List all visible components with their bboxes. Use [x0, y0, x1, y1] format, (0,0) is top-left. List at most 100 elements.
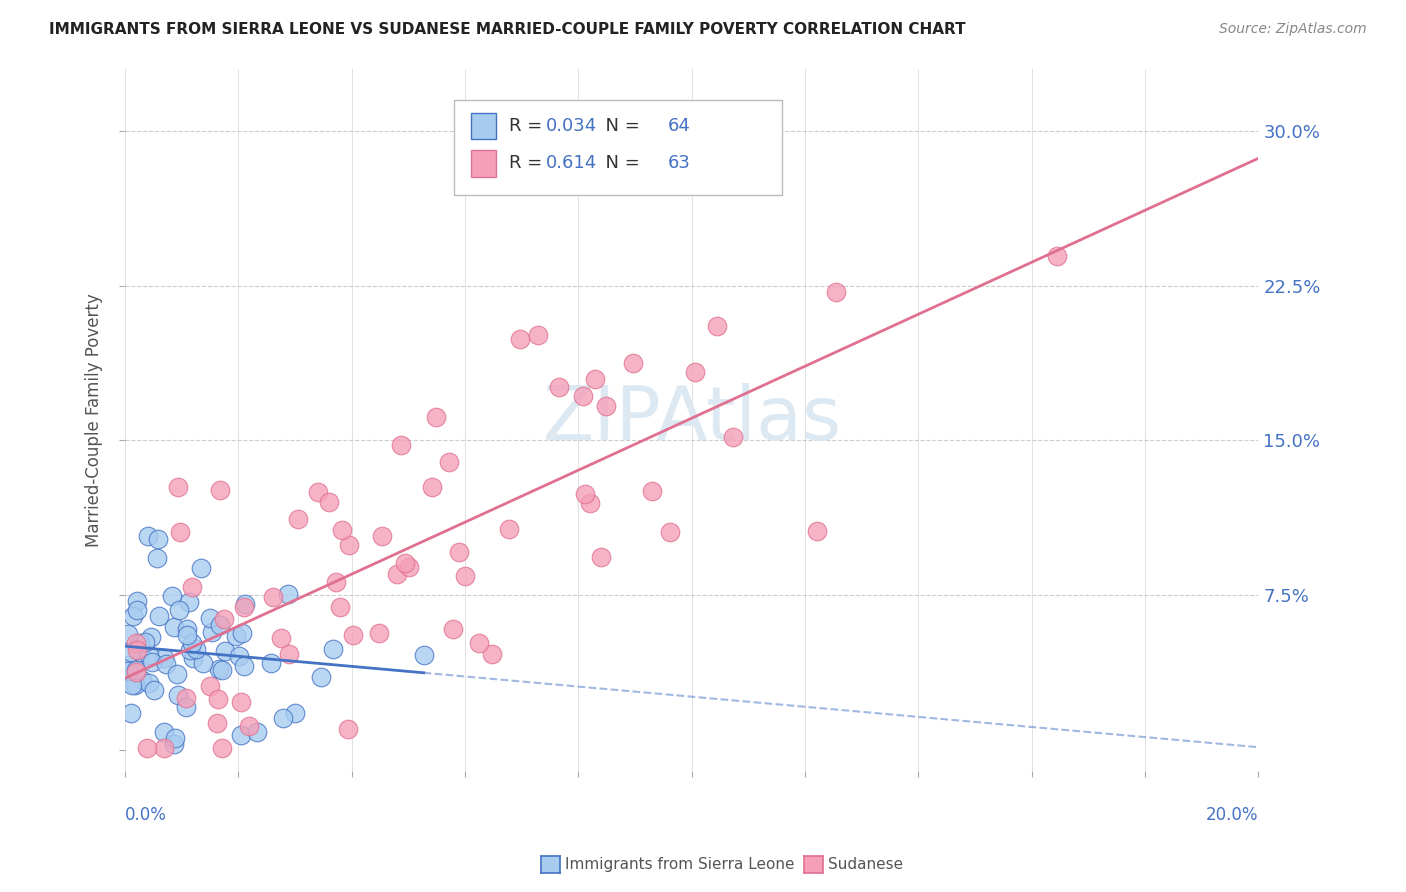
Point: [721, 430, 744, 444]
Point: [233, 600, 256, 615]
Point: [120, 644, 142, 658]
Point: [591, 550, 613, 565]
Text: Immigrants from Sierra Leone: Immigrants from Sierra Leone: [565, 857, 794, 871]
Point: [595, 399, 617, 413]
Point: [277, 647, 299, 661]
Point: [412, 648, 434, 663]
Point: [231, 728, 253, 742]
Point: [181, 580, 204, 594]
Point: [806, 524, 828, 538]
Point: [208, 662, 231, 676]
Point: [270, 631, 292, 645]
Text: N =: N =: [595, 117, 645, 135]
Point: [211, 664, 233, 678]
Point: [449, 545, 471, 559]
Point: [163, 620, 186, 634]
Point: [179, 643, 201, 657]
Point: [166, 480, 188, 494]
Point: [273, 711, 295, 725]
Text: R =: R =: [509, 154, 548, 172]
Point: [134, 635, 156, 649]
Point: [287, 512, 309, 526]
Point: [441, 622, 464, 636]
Point: [125, 642, 148, 657]
Point: [198, 680, 221, 694]
Point: [135, 741, 157, 756]
Point: [318, 494, 340, 508]
Point: [146, 532, 169, 546]
Point: [246, 725, 269, 739]
Point: [621, 356, 644, 370]
Point: [325, 575, 347, 590]
Point: [129, 636, 152, 650]
Text: 63: 63: [668, 154, 690, 172]
Point: [125, 665, 148, 680]
Point: [120, 706, 142, 721]
Point: [163, 731, 186, 746]
Point: [385, 567, 408, 582]
Point: [329, 599, 352, 614]
Point: [176, 628, 198, 642]
Point: [125, 636, 148, 650]
Point: [143, 683, 166, 698]
Point: [205, 715, 228, 730]
Point: [117, 658, 139, 673]
Text: 64: 64: [668, 117, 690, 135]
Point: [425, 409, 447, 424]
Point: [201, 625, 224, 640]
Point: [641, 483, 664, 498]
Point: [579, 496, 602, 510]
Point: [145, 550, 167, 565]
Point: [186, 642, 208, 657]
Point: [141, 655, 163, 669]
Point: [169, 525, 191, 540]
Point: [309, 670, 332, 684]
Point: [368, 626, 391, 640]
Point: [574, 486, 596, 500]
Text: 0.614: 0.614: [546, 154, 596, 172]
Point: [339, 538, 361, 552]
Point: [389, 438, 412, 452]
Text: Sudanese: Sudanese: [828, 857, 903, 871]
Point: [193, 657, 215, 671]
Point: [572, 389, 595, 403]
Point: [228, 648, 250, 663]
Point: [706, 318, 728, 333]
Text: R =: R =: [509, 117, 548, 135]
Point: [398, 560, 420, 574]
Point: [498, 522, 520, 536]
Point: [160, 590, 183, 604]
Point: [131, 673, 153, 688]
Point: [583, 372, 606, 386]
Point: [284, 706, 307, 720]
Point: [209, 618, 232, 632]
Point: [214, 644, 236, 658]
Point: [394, 556, 416, 570]
Text: 20.0%: 20.0%: [1206, 806, 1258, 824]
Point: [124, 678, 146, 692]
Point: [1046, 249, 1069, 263]
Point: [824, 285, 846, 299]
Point: [136, 529, 159, 543]
Bar: [471, 112, 495, 139]
Point: [117, 664, 139, 678]
Point: [121, 677, 143, 691]
Point: [155, 657, 177, 671]
Point: [128, 645, 150, 659]
Point: [166, 666, 188, 681]
Point: [262, 590, 284, 604]
Point: [232, 658, 254, 673]
Point: [163, 738, 186, 752]
Point: [437, 455, 460, 469]
Point: [190, 560, 212, 574]
Point: [277, 587, 299, 601]
Point: [138, 675, 160, 690]
Point: [231, 625, 253, 640]
Point: [342, 627, 364, 641]
Point: [260, 657, 283, 671]
Point: [330, 524, 353, 538]
Point: [127, 603, 149, 617]
Point: [468, 636, 491, 650]
Point: [122, 609, 145, 624]
Point: [148, 608, 170, 623]
